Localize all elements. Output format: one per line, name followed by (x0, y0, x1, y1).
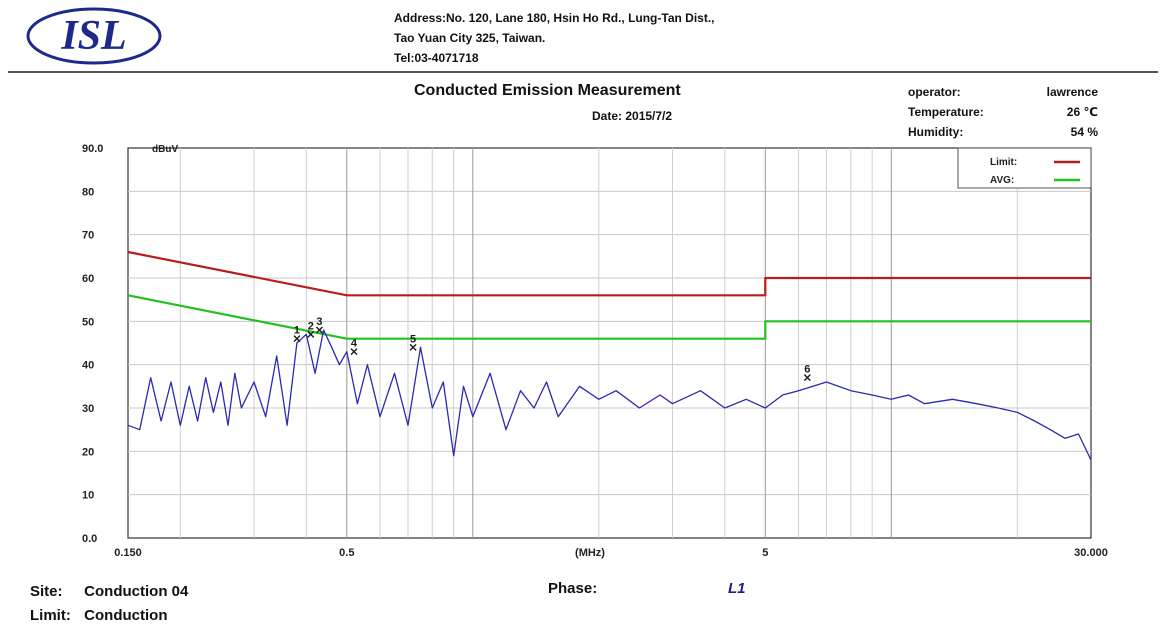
y-tick-label: 20 (82, 446, 94, 458)
y-tick-label: 50 (82, 316, 94, 328)
isl-logo-mark: ISL (26, 7, 162, 65)
plot-frame (127, 147, 1092, 539)
y-tick-label: 80 (82, 186, 94, 198)
legend-box (957, 147, 1092, 189)
site-row: Site: Conduction 04 (30, 580, 188, 604)
y-tick-label: 10 (82, 490, 94, 502)
humidity-label: Humidity: (908, 125, 964, 139)
peak-marker (350, 348, 358, 356)
humidity-value: 54 % (1070, 125, 1098, 139)
logo-text: ISL (60, 13, 126, 59)
test-date: Date: 2015/7/2 (592, 109, 673, 123)
y-axis-label: dBuV (152, 144, 178, 155)
peak-marker (307, 330, 315, 338)
peak-marker-label: 3 (316, 316, 322, 328)
address-line-1: Address:No. 120, Lane 180, Hsin Ho Rd., … (394, 11, 715, 25)
avg-limit-line (127, 294, 1091, 340)
chart-title: Conducted Emission Measurement (414, 82, 681, 99)
phase-value: L1 (728, 580, 746, 597)
address-block: Address:No. 120, Lane 180, Hsin Ho Rd., … (394, 8, 715, 68)
phase-label: Phase: (548, 580, 598, 597)
site-value: Conduction 04 (84, 583, 189, 600)
temperature-row: Temperature: 26 ℃ (908, 102, 1098, 122)
y-tick-label: 70 (82, 230, 94, 242)
header-divider (8, 71, 1158, 73)
emission-chart: 0.0 10 20 30 40 50 60 70 80 90.0 0.150 0.5 5 30.000 dB… (82, 143, 1108, 559)
operator-row: operator: lawrence (908, 82, 1098, 102)
peak-marker-label: 5 (410, 333, 416, 345)
peak-marker (409, 343, 417, 351)
site-label: Site: (30, 583, 63, 600)
address-line-2: Tao Yuan City 325, Taiwan. (394, 31, 546, 45)
legend-label: Limit: (990, 157, 1017, 168)
peak-marker-label: 2 (308, 320, 314, 332)
limit-line (127, 250, 1091, 297)
peak-marker-label: 6 (804, 364, 810, 376)
peak-marker (293, 335, 301, 343)
peak-marker (315, 326, 323, 334)
x-tick-label: 30.000 (1074, 547, 1108, 559)
y-tick-label: 0.0 (82, 533, 97, 545)
limit-value: Conduction (84, 607, 168, 624)
temperature-label: Temperature: (908, 105, 984, 119)
limit-label: Limit: (30, 607, 71, 624)
temperature-value: 26 ℃ (1066, 105, 1098, 119)
y-tick-label: 30 (82, 403, 94, 415)
peak-marker-label: 4 (351, 338, 358, 350)
x-tick-label: 0.150 (114, 547, 142, 559)
test-conditions: operator: lawrence Temperature: 26 ℃ Hum… (908, 82, 1098, 142)
peak-marker-label: 1 (294, 325, 300, 337)
limit-row: Limit: Conduction (30, 604, 188, 628)
x-axis-label: (MHz) (575, 547, 605, 559)
measurement-trace (127, 329, 1092, 461)
telephone: Tel:03-4071718 (394, 51, 479, 65)
peak-marker (803, 374, 811, 382)
operator-value: lawrence (1046, 85, 1098, 99)
x-tick-label: 5 (762, 547, 768, 559)
x-tick-label: 0.5 (339, 547, 354, 559)
isl-logo: ISL (24, 6, 164, 71)
humidity-row: Humidity: 54 % (908, 122, 1098, 142)
y-tick-label: 90.0 (82, 143, 103, 155)
legend-label: AVG: (990, 175, 1014, 186)
y-tick-label: 40 (82, 360, 94, 372)
footer-info: Site: Conduction 04 Limit: Conduction (30, 580, 188, 628)
y-tick-label: 60 (82, 273, 94, 285)
operator-label: operator: (908, 85, 961, 99)
